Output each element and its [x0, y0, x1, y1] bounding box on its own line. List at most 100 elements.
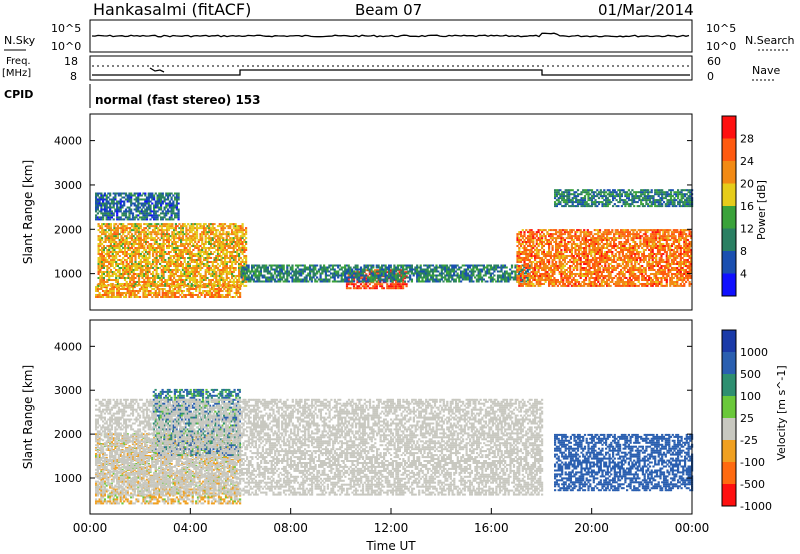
- power-cell: [115, 243, 118, 245]
- power-cell: [395, 278, 398, 281]
- power-cell: [300, 272, 303, 275]
- power-cell: [229, 243, 232, 245]
- power-cell: [124, 208, 128, 211]
- power-cell: [174, 255, 177, 257]
- power-cell: [169, 283, 172, 285]
- power-cell: [519, 270, 522, 273]
- power-cell: [363, 264, 366, 267]
- power-cell: [214, 294, 217, 296]
- power-cell: [109, 259, 112, 261]
- power-cell: [223, 296, 226, 298]
- power-cell: [467, 276, 470, 279]
- power-cell: [190, 235, 193, 238]
- power-cell: [173, 249, 176, 251]
- power-cell: [176, 279, 179, 281]
- power-cell: [124, 194, 128, 197]
- power-cell: [119, 204, 122, 207]
- power-cell: [201, 281, 204, 283]
- power-cell: [551, 273, 554, 275]
- power-cell: [195, 247, 199, 249]
- power-cell: [305, 276, 308, 279]
- power-cell: [176, 231, 179, 234]
- power-cell: [123, 218, 126, 221]
- power-cell: [139, 253, 142, 255]
- power-cell: [174, 198, 177, 201]
- power-cell: [238, 245, 241, 247]
- power-cell: [146, 251, 149, 253]
- power-cell: [208, 225, 211, 228]
- power-cell: [171, 245, 174, 247]
- power-cell: [130, 277, 134, 279]
- power-cell: [137, 231, 141, 234]
- power-cell: [532, 261, 535, 263]
- power-cell: [428, 266, 431, 269]
- power-cell: [220, 247, 223, 249]
- power-cell: [424, 264, 428, 267]
- power-cell: [140, 204, 143, 207]
- power-cell: [530, 257, 533, 259]
- power-cell: [177, 290, 180, 292]
- power-cell: [137, 227, 141, 230]
- power-cell: [180, 265, 183, 267]
- power-cell: [553, 279, 556, 281]
- power-cell: [377, 270, 380, 273]
- power-cell: [218, 265, 221, 267]
- power-cell: [183, 267, 186, 269]
- power-cell: [245, 272, 248, 275]
- power-cell: [238, 243, 241, 245]
- power-cell: [119, 200, 122, 203]
- power-cell: [581, 281, 584, 283]
- power-cell: [542, 273, 545, 275]
- power-cell: [549, 265, 552, 267]
- power-cell: [214, 296, 217, 298]
- power-cell: [370, 276, 373, 279]
- power-cell: [137, 239, 141, 241]
- power-cell: [579, 263, 582, 265]
- power-cell: [155, 265, 158, 267]
- power-cell: [391, 274, 394, 277]
- power-cell: [100, 194, 103, 197]
- power-cell: [256, 276, 259, 279]
- power-cell: [121, 212, 124, 215]
- power-cell: [218, 237, 221, 240]
- power-cell: [152, 271, 155, 273]
- power-cell: [160, 243, 163, 245]
- power-cell: [225, 243, 228, 245]
- power-cell: [491, 272, 494, 275]
- power-cell: [151, 216, 154, 219]
- power-cell: [445, 266, 449, 269]
- power-cell: [379, 266, 382, 269]
- power-cell: [519, 283, 523, 285]
- power-cell: [160, 247, 163, 249]
- power-cell: [579, 249, 582, 251]
- power-cell: [239, 225, 242, 228]
- power-cell: [107, 212, 110, 215]
- power-cell: [127, 277, 130, 279]
- power-cell: [223, 286, 226, 289]
- power-cell: [202, 225, 206, 228]
- power-cell: [475, 268, 478, 271]
- power-cell: [523, 253, 526, 255]
- power-cell: [395, 270, 398, 273]
- power-cell: [521, 229, 524, 232]
- power-cell: [236, 241, 239, 243]
- power-cell: [243, 241, 246, 243]
- power-cell: [204, 235, 207, 238]
- power-cell: [202, 286, 205, 289]
- power-cell: [549, 283, 552, 285]
- power-cell: [391, 280, 394, 283]
- power-cell: [395, 285, 398, 288]
- power-cell: [97, 269, 100, 271]
- power-cell: [519, 268, 522, 271]
- power-cell: [541, 283, 544, 285]
- power-cell: [195, 263, 199, 265]
- power-cell: [121, 288, 124, 290]
- power-cell: [144, 263, 148, 265]
- power-cell: [370, 271, 373, 274]
- power-cell: [282, 266, 285, 269]
- power-cell: [178, 231, 181, 234]
- power-cell: [259, 270, 262, 273]
- power-cell: [395, 287, 398, 290]
- power-cell: [173, 257, 176, 259]
- power-cell: [447, 272, 450, 275]
